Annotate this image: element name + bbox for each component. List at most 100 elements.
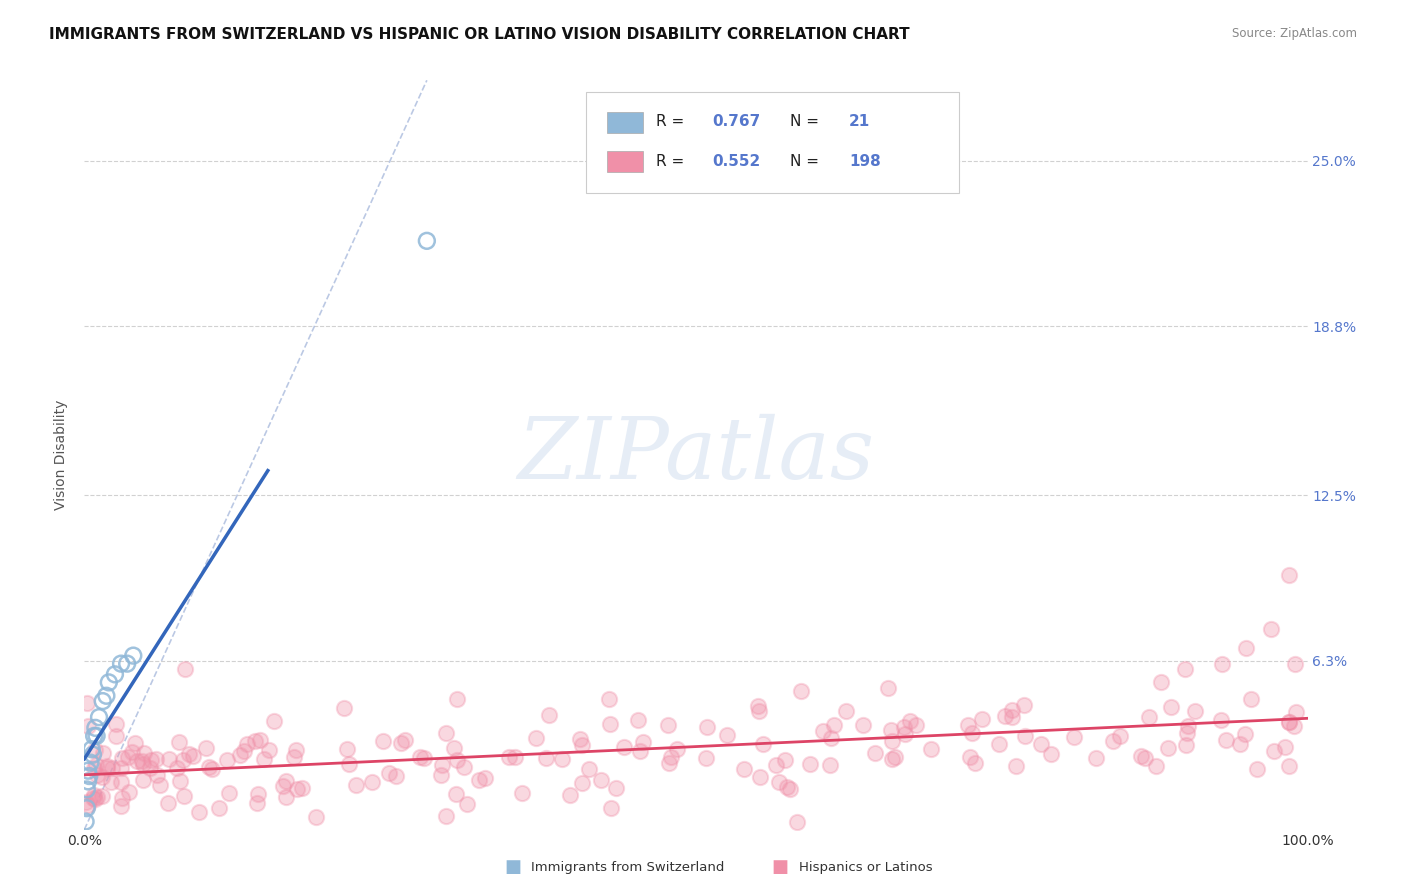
Point (627, 714, 650, 728)
Point (283, 750, 305, 764)
Point (127, 754, 149, 768)
Point (1175, 726, 1198, 740)
Point (97, 675, 120, 690)
Point (110, 751, 132, 765)
Point (468, 772, 491, 787)
Text: 198: 198 (849, 153, 880, 169)
Point (273, 779, 295, 793)
Point (905, 718, 928, 732)
Point (790, 683, 813, 698)
Point (172, 752, 194, 766)
Point (96, 761, 118, 775)
Point (1236, 640, 1258, 655)
Point (534, 750, 557, 764)
Point (657, 718, 679, 732)
Point (233, 744, 256, 758)
Point (695, 751, 717, 765)
Point (716, 728, 738, 742)
Point (105, 717, 128, 731)
Point (503, 750, 526, 764)
Point (852, 718, 875, 732)
Bar (606, 112, 644, 133)
Point (988, 737, 1011, 751)
Point (236, 737, 259, 751)
Point (551, 752, 574, 766)
Point (569, 731, 592, 746)
Point (1085, 751, 1108, 765)
Point (1229, 737, 1251, 751)
Point (201, 763, 224, 777)
Point (174, 662, 197, 676)
Point (765, 757, 787, 772)
Point (696, 720, 718, 734)
Point (104, 667, 127, 681)
Point (1175, 738, 1198, 752)
Point (77, 797, 100, 812)
Point (1004, 759, 1026, 773)
Point (524, 731, 547, 745)
Point (747, 698, 769, 713)
Point (384, 770, 406, 784)
Point (1063, 730, 1085, 744)
Point (100, 774, 122, 789)
Point (446, 753, 468, 767)
Point (1133, 751, 1156, 765)
Point (91, 747, 114, 761)
Text: Immigrants from Switzerland: Immigrants from Switzerland (531, 861, 725, 873)
Point (253, 752, 276, 766)
Point (813, 724, 835, 739)
Point (920, 741, 942, 756)
Point (86, 790, 108, 805)
Point (1263, 744, 1285, 758)
Point (972, 712, 994, 726)
Point (84, 721, 107, 735)
Point (416, 234, 439, 248)
Point (84, 743, 107, 757)
Point (432, 758, 454, 772)
Point (1029, 737, 1052, 751)
Point (82, 747, 104, 762)
Point (166, 761, 188, 775)
Point (880, 723, 903, 737)
Point (628, 744, 651, 758)
Point (77, 769, 100, 783)
Point (111, 791, 134, 805)
Point (600, 800, 623, 814)
Point (218, 786, 240, 800)
Point (159, 752, 181, 766)
Point (751, 737, 773, 751)
Point (83, 761, 105, 775)
Point (1184, 704, 1206, 718)
Text: 0.767: 0.767 (711, 114, 761, 129)
Point (1001, 703, 1024, 717)
Point (429, 767, 451, 781)
Point (122, 648, 145, 663)
Point (82, 790, 104, 805)
Text: N =: N = (790, 153, 824, 169)
Point (446, 787, 468, 801)
Point (775, 753, 797, 767)
Point (498, 750, 520, 764)
Point (173, 789, 195, 803)
Point (110, 774, 132, 789)
Point (434, 809, 457, 823)
Point (83, 791, 105, 805)
Point (884, 750, 907, 764)
Y-axis label: Vision Disability: Vision Disability (55, 400, 69, 510)
Point (959, 750, 981, 764)
Point (361, 775, 384, 789)
Point (443, 741, 465, 756)
Point (571, 738, 593, 752)
Text: Source: ZipAtlas.com: Source: ZipAtlas.com (1232, 27, 1357, 40)
Point (101, 760, 124, 774)
Point (558, 788, 581, 802)
Point (117, 749, 139, 764)
Point (75, 814, 97, 829)
Point (666, 742, 689, 756)
Bar (606, 152, 644, 172)
Point (157, 797, 180, 811)
Point (110, 799, 132, 814)
Point (83, 788, 105, 802)
Point (1211, 657, 1233, 671)
Point (1040, 747, 1063, 761)
